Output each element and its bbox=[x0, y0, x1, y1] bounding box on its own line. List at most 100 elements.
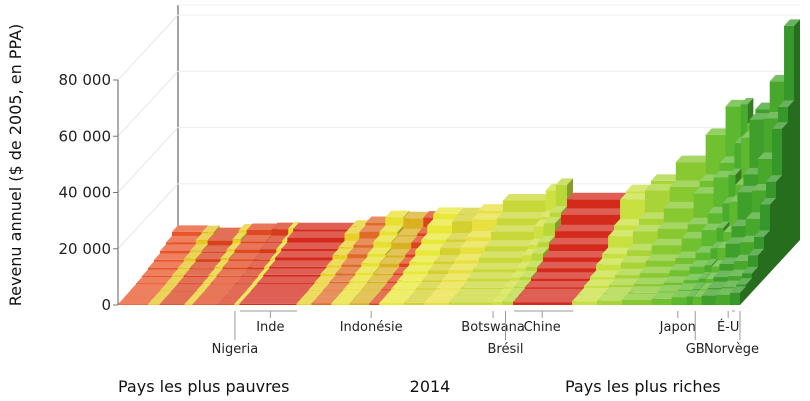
bar-top bbox=[160, 244, 196, 251]
country-label: GB bbox=[686, 342, 705, 357]
bar-top bbox=[359, 225, 386, 232]
bar-top bbox=[555, 178, 573, 185]
bar-top bbox=[373, 235, 398, 242]
bar-top bbox=[440, 241, 467, 249]
bar-top bbox=[183, 252, 202, 259]
bar-top bbox=[213, 227, 245, 235]
country-label: Indonésie bbox=[340, 320, 403, 335]
bar-top bbox=[645, 254, 682, 261]
bar-top bbox=[409, 255, 441, 263]
bar-top bbox=[275, 251, 339, 258]
bar-top bbox=[728, 168, 742, 175]
bar-top bbox=[754, 230, 770, 237]
bar-top bbox=[422, 273, 449, 281]
bar-top bbox=[159, 297, 191, 305]
bar-top bbox=[740, 97, 754, 105]
bar-top bbox=[240, 290, 252, 298]
y-tick-label: 80 000 bbox=[59, 71, 112, 89]
bar-top bbox=[537, 235, 555, 243]
bar-top bbox=[530, 272, 597, 279]
bar-top bbox=[379, 257, 406, 264]
bar-top bbox=[399, 257, 416, 264]
bar-top bbox=[496, 212, 546, 219]
bar-top bbox=[542, 251, 609, 258]
bar-top bbox=[246, 283, 258, 291]
bar-top bbox=[705, 272, 720, 279]
bar-top bbox=[222, 260, 254, 268]
caption-year: 2014 bbox=[410, 377, 451, 396]
bar-top bbox=[251, 283, 315, 291]
bar-side bbox=[770, 197, 776, 273]
bar-front bbox=[686, 296, 694, 305]
bar-top bbox=[403, 264, 435, 272]
bar-top bbox=[543, 216, 561, 224]
bar-front bbox=[331, 303, 350, 305]
bar-top bbox=[337, 290, 362, 297]
y-axis: 0 20 000 40 000 60 000 80 000 bbox=[59, 71, 119, 314]
country-label: É-U bbox=[717, 319, 739, 335]
depth-gridline bbox=[117, 14, 179, 81]
bar-top bbox=[699, 283, 714, 290]
bar-top bbox=[147, 297, 166, 305]
bar-side bbox=[746, 278, 752, 299]
country-label: Botswana bbox=[461, 320, 525, 335]
bar-top bbox=[560, 208, 627, 215]
bar-top bbox=[397, 274, 429, 281]
bar-top bbox=[497, 288, 514, 296]
bar-top bbox=[410, 289, 437, 297]
bar-top bbox=[433, 207, 465, 214]
bar-top bbox=[458, 207, 485, 215]
bar-front bbox=[448, 302, 492, 305]
bar-top bbox=[446, 233, 473, 240]
bar-top bbox=[379, 225, 404, 232]
bar-top bbox=[323, 283, 350, 290]
bar-front bbox=[311, 303, 332, 305]
bar-top bbox=[632, 224, 664, 232]
bar-top bbox=[216, 269, 248, 276]
bar-top bbox=[343, 282, 368, 290]
bar-top bbox=[226, 243, 241, 250]
bar-top bbox=[772, 122, 788, 129]
bar-top bbox=[171, 284, 203, 291]
bar-top bbox=[171, 268, 190, 276]
bar-top bbox=[620, 193, 651, 200]
bar-top bbox=[651, 238, 688, 246]
bar-top bbox=[748, 248, 764, 256]
bar-top bbox=[742, 266, 758, 274]
bar-top bbox=[427, 219, 459, 226]
bar-side bbox=[788, 100, 794, 254]
bars bbox=[118, 19, 800, 305]
bar-top bbox=[627, 286, 664, 293]
bar-front bbox=[512, 302, 573, 305]
bar-front bbox=[349, 303, 370, 305]
bar-front bbox=[369, 303, 380, 305]
bar-top bbox=[669, 263, 696, 271]
bar-top bbox=[296, 297, 318, 304]
bar-top bbox=[442, 273, 473, 280]
y-tick-label: 40 000 bbox=[59, 184, 112, 202]
y-axis-label: Revenu annuel ($ de 2005, en PPA) bbox=[6, 24, 25, 307]
bar-front bbox=[621, 299, 652, 305]
y-tick-label: 0 bbox=[101, 296, 111, 314]
bar-top bbox=[189, 244, 208, 251]
bar-top bbox=[650, 174, 682, 181]
bar-top bbox=[472, 262, 522, 270]
bar-top bbox=[293, 222, 357, 230]
bar-top bbox=[391, 282, 423, 289]
bar-top bbox=[669, 180, 706, 188]
bar-top bbox=[387, 275, 404, 282]
country-label: Brésil bbox=[488, 342, 524, 357]
bar-top bbox=[416, 281, 443, 289]
bar-top bbox=[454, 288, 504, 296]
bar-top bbox=[710, 241, 724, 249]
bar-top bbox=[154, 253, 190, 260]
bar-front bbox=[501, 301, 513, 305]
bar-top bbox=[361, 256, 386, 264]
bar-top bbox=[252, 276, 264, 284]
bar-top bbox=[320, 267, 342, 274]
bar-top bbox=[448, 263, 479, 271]
bar-top bbox=[124, 291, 160, 298]
bar-top bbox=[651, 292, 678, 299]
bar-top bbox=[421, 233, 453, 240]
bar-top bbox=[355, 266, 380, 274]
